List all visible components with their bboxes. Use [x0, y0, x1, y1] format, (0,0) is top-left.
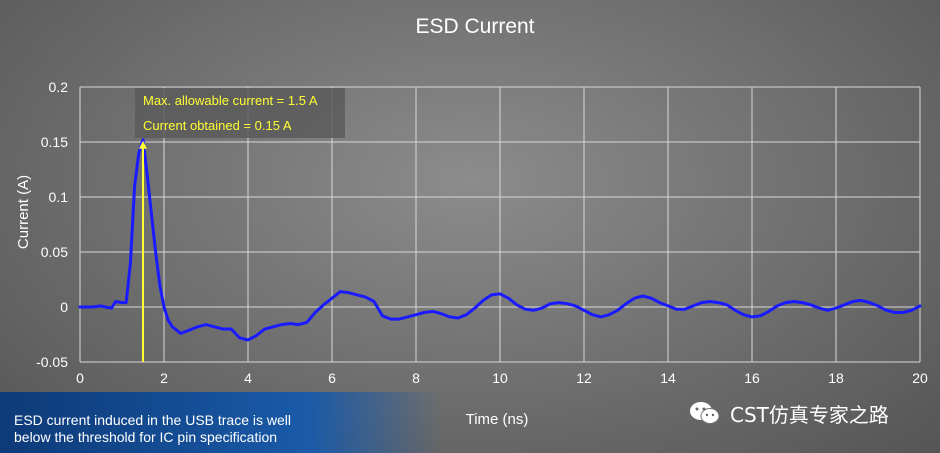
annotation-arrow: [139, 140, 147, 149]
current-series-line: [78, 138, 922, 342]
y-tick-label: -0.05: [36, 354, 68, 370]
brand-watermark: CST仿真专家之路: [688, 398, 889, 428]
annotation-text: Max. allowable current = 1.5 A: [143, 93, 318, 108]
x-tick-label: 10: [492, 370, 508, 386]
x-tick-label: 20: [912, 370, 928, 386]
x-tick-label: 2: [160, 370, 168, 386]
caption-banner: [0, 392, 440, 453]
x-tick-label: 14: [660, 370, 676, 386]
caption-line-1: ESD current induced in the USB trace is …: [14, 412, 292, 428]
annotation-box: [135, 88, 345, 138]
caption-line-2: below the threshold for IC pin specifica…: [14, 429, 278, 445]
y-tick-label: 0.2: [49, 79, 69, 95]
brand-text: CST仿真专家之路: [730, 402, 889, 427]
series-layer: [78, 138, 922, 342]
x-tick-label: 8: [412, 370, 420, 386]
y-axis-label: Current (A): [15, 175, 32, 249]
y-tick-label: 0.05: [41, 244, 68, 260]
wechat-icon: [690, 402, 720, 424]
x-tick-label: 6: [328, 370, 336, 386]
caption: ESD current induced in the USB trace is …: [14, 412, 434, 446]
x-tick-label: 18: [828, 370, 844, 386]
tick-labels: 0 2 4 6 8 10 12 14 16 18 20 -0.05 0 0.05 0.1 0.15 0.2: [36, 79, 928, 386]
x-tick-label: 16: [744, 370, 760, 386]
x-tick-label: 12: [576, 370, 592, 386]
x-tick-label: 4: [244, 370, 252, 386]
x-axis-label: Time (ns): [466, 411, 529, 428]
y-tick-label: 0: [60, 299, 68, 315]
chart-title: ESD Current: [415, 15, 534, 38]
y-tick-label: 0.15: [41, 134, 68, 150]
x-tick-label: 0: [76, 370, 84, 386]
annotation-text: Current obtained = 0.15 A: [143, 118, 292, 133]
annotation: Max. allowable current = 1.5 A Current ob…: [135, 88, 345, 362]
y-tick-label: 0.1: [49, 189, 69, 205]
grid: [79, 86, 921, 363]
